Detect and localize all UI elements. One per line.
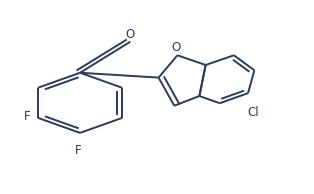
Text: O: O — [126, 28, 135, 41]
Text: O: O — [171, 41, 181, 54]
Text: Cl: Cl — [247, 106, 259, 119]
Text: F: F — [75, 144, 82, 157]
Text: F: F — [24, 110, 30, 123]
